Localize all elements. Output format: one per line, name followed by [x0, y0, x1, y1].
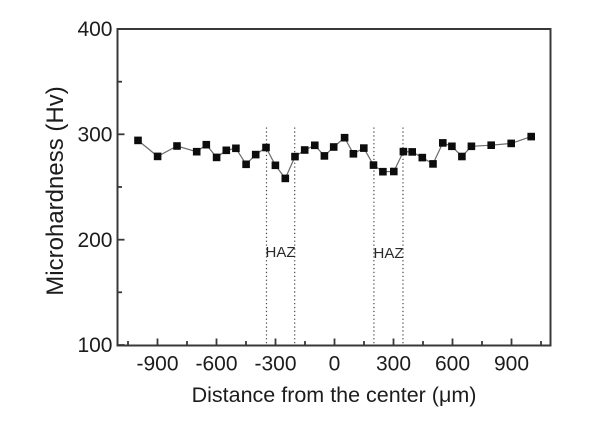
- svg-text:100: 100: [77, 334, 112, 357]
- svg-text:-900: -900: [136, 353, 178, 376]
- svg-text:0: 0: [329, 353, 341, 376]
- svg-text:900: 900: [494, 353, 529, 376]
- svg-text:400: 400: [77, 18, 112, 41]
- svg-text:300: 300: [77, 124, 112, 147]
- svg-text:-600: -600: [195, 353, 237, 376]
- svg-text:300: 300: [376, 353, 411, 376]
- svg-text:HAZ: HAZ: [374, 245, 404, 262]
- svg-text:200: 200: [77, 229, 112, 252]
- svg-text:-300: -300: [254, 353, 296, 376]
- svg-text:HAZ: HAZ: [266, 244, 296, 261]
- svg-text:600: 600: [435, 353, 470, 376]
- svg-text:Microhardness (Hv): Microhardness (Hv): [42, 86, 69, 295]
- svg-text:Distance from the center (μm): Distance from the center (μm): [192, 383, 477, 407]
